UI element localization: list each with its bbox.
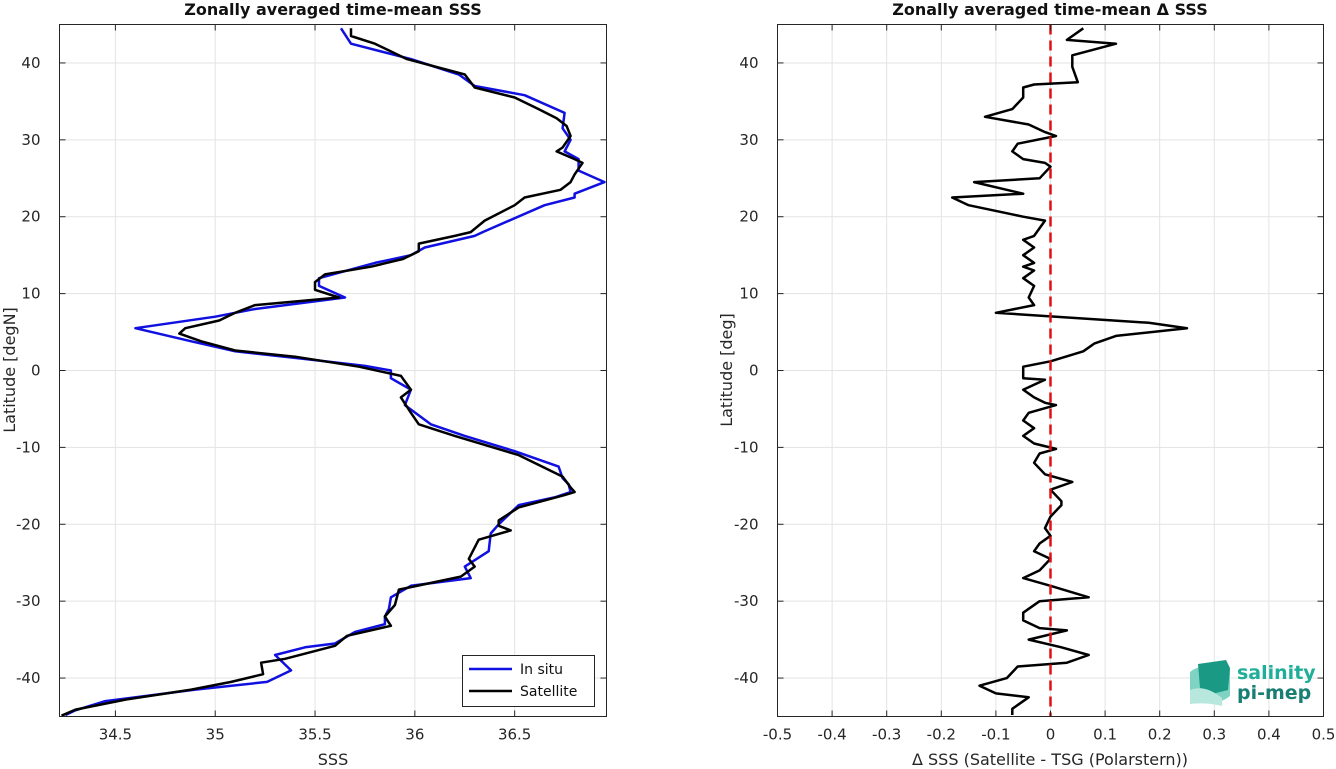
y-tick-label: -40 (734, 669, 759, 687)
y-tick-label: 40 (739, 54, 758, 72)
y-tick-label: 40 (21, 54, 40, 72)
y-tick-label: -10 (734, 438, 759, 456)
left-y-axis-label: Latitude [degN] (0, 307, 19, 433)
x-tick-label: 35.5 (298, 726, 331, 744)
x-tick-label: -0.3 (872, 726, 901, 744)
right-x-axis-label: Δ SSS (Satellite - TSG (Polarstern)) (912, 750, 1188, 769)
series-line-2 (61, 28, 584, 717)
y-tick-label: -30 (16, 592, 41, 610)
y-tick-label: 30 (739, 131, 758, 149)
right-chart-panel: -0.5 -0.4 -0.3 -0.2 -0.1 0 0.1 0.2 0.3 0.4 0.5 -40 -… (717, 0, 1335, 769)
left-ticks: 34.5 35 35.5 36 36.5 -40 -30 -20 -10 0 10 20 30 40 (16, 24, 607, 744)
y-tick-label: -30 (734, 592, 759, 610)
right-y-axis-label: Latitude [deg] (717, 313, 736, 427)
y-tick-label: 30 (21, 131, 40, 149)
x-tick-label: 0.3 (1202, 726, 1226, 744)
x-tick-label: 36.5 (498, 726, 531, 744)
logo-text-salinity: salinity (1237, 662, 1316, 684)
x-tick-label: -0.2 (927, 726, 956, 744)
legend: In situ Satellite (462, 655, 595, 707)
y-tick-label: -40 (16, 669, 41, 687)
y-tick-label: 20 (21, 208, 40, 226)
x-tick-label: -0.1 (981, 726, 1010, 744)
left-grid (59, 24, 607, 717)
right-chart-title: Zonally averaged time-mean Δ SSS (892, 0, 1208, 19)
series-line-1 (950, 27, 1189, 715)
legend-box (462, 655, 595, 707)
right-series (950, 27, 1189, 715)
left-chart-panel: 34.5 35 35.5 36 36.5 -40 -30 -20 -10 0 10 20 30 40 Zo… (0, 0, 607, 769)
x-tick-label: 36 (405, 726, 424, 744)
x-tick-label: 0.4 (1257, 726, 1281, 744)
logo-text-pi-mep: pi-mep (1237, 682, 1311, 704)
salinity-pi-mep-logo: salinity pi-mep (1190, 660, 1316, 706)
x-tick-label: 35 (206, 726, 225, 744)
x-tick-label: 0 (1046, 726, 1056, 744)
x-tick-label: -0.4 (817, 726, 846, 744)
x-tick-label: 0.5 (1312, 726, 1336, 744)
left-series (61, 27, 606, 717)
y-tick-label: 0 (749, 362, 759, 380)
y-tick-label: 0 (31, 362, 41, 380)
y-tick-label: -20 (734, 515, 759, 533)
x-tick-label: 0.1 (1093, 726, 1117, 744)
left-x-axis-label: SSS (318, 750, 348, 769)
x-tick-label: 34.5 (99, 726, 132, 744)
y-tick-label: 20 (739, 208, 758, 226)
legend-label-in-situ: In situ (520, 662, 563, 678)
series-line-1 (64, 27, 606, 717)
x-tick-label: 0.2 (1148, 726, 1172, 744)
legend-label-satellite: Satellite (520, 684, 577, 700)
y-tick-label: -20 (16, 515, 41, 533)
x-tick-label: -0.5 (763, 726, 792, 744)
y-tick-label: 10 (739, 285, 758, 303)
y-tick-label: -10 (16, 438, 41, 456)
logo-mark-icon (1190, 660, 1230, 706)
left-chart-title: Zonally averaged time-mean SSS (184, 0, 482, 19)
y-tick-label: 10 (21, 285, 40, 303)
right-ticks: -0.5 -0.4 -0.3 -0.2 -0.1 0 0.1 0.2 0.3 0.4 0.5 -40 -… (734, 24, 1336, 744)
